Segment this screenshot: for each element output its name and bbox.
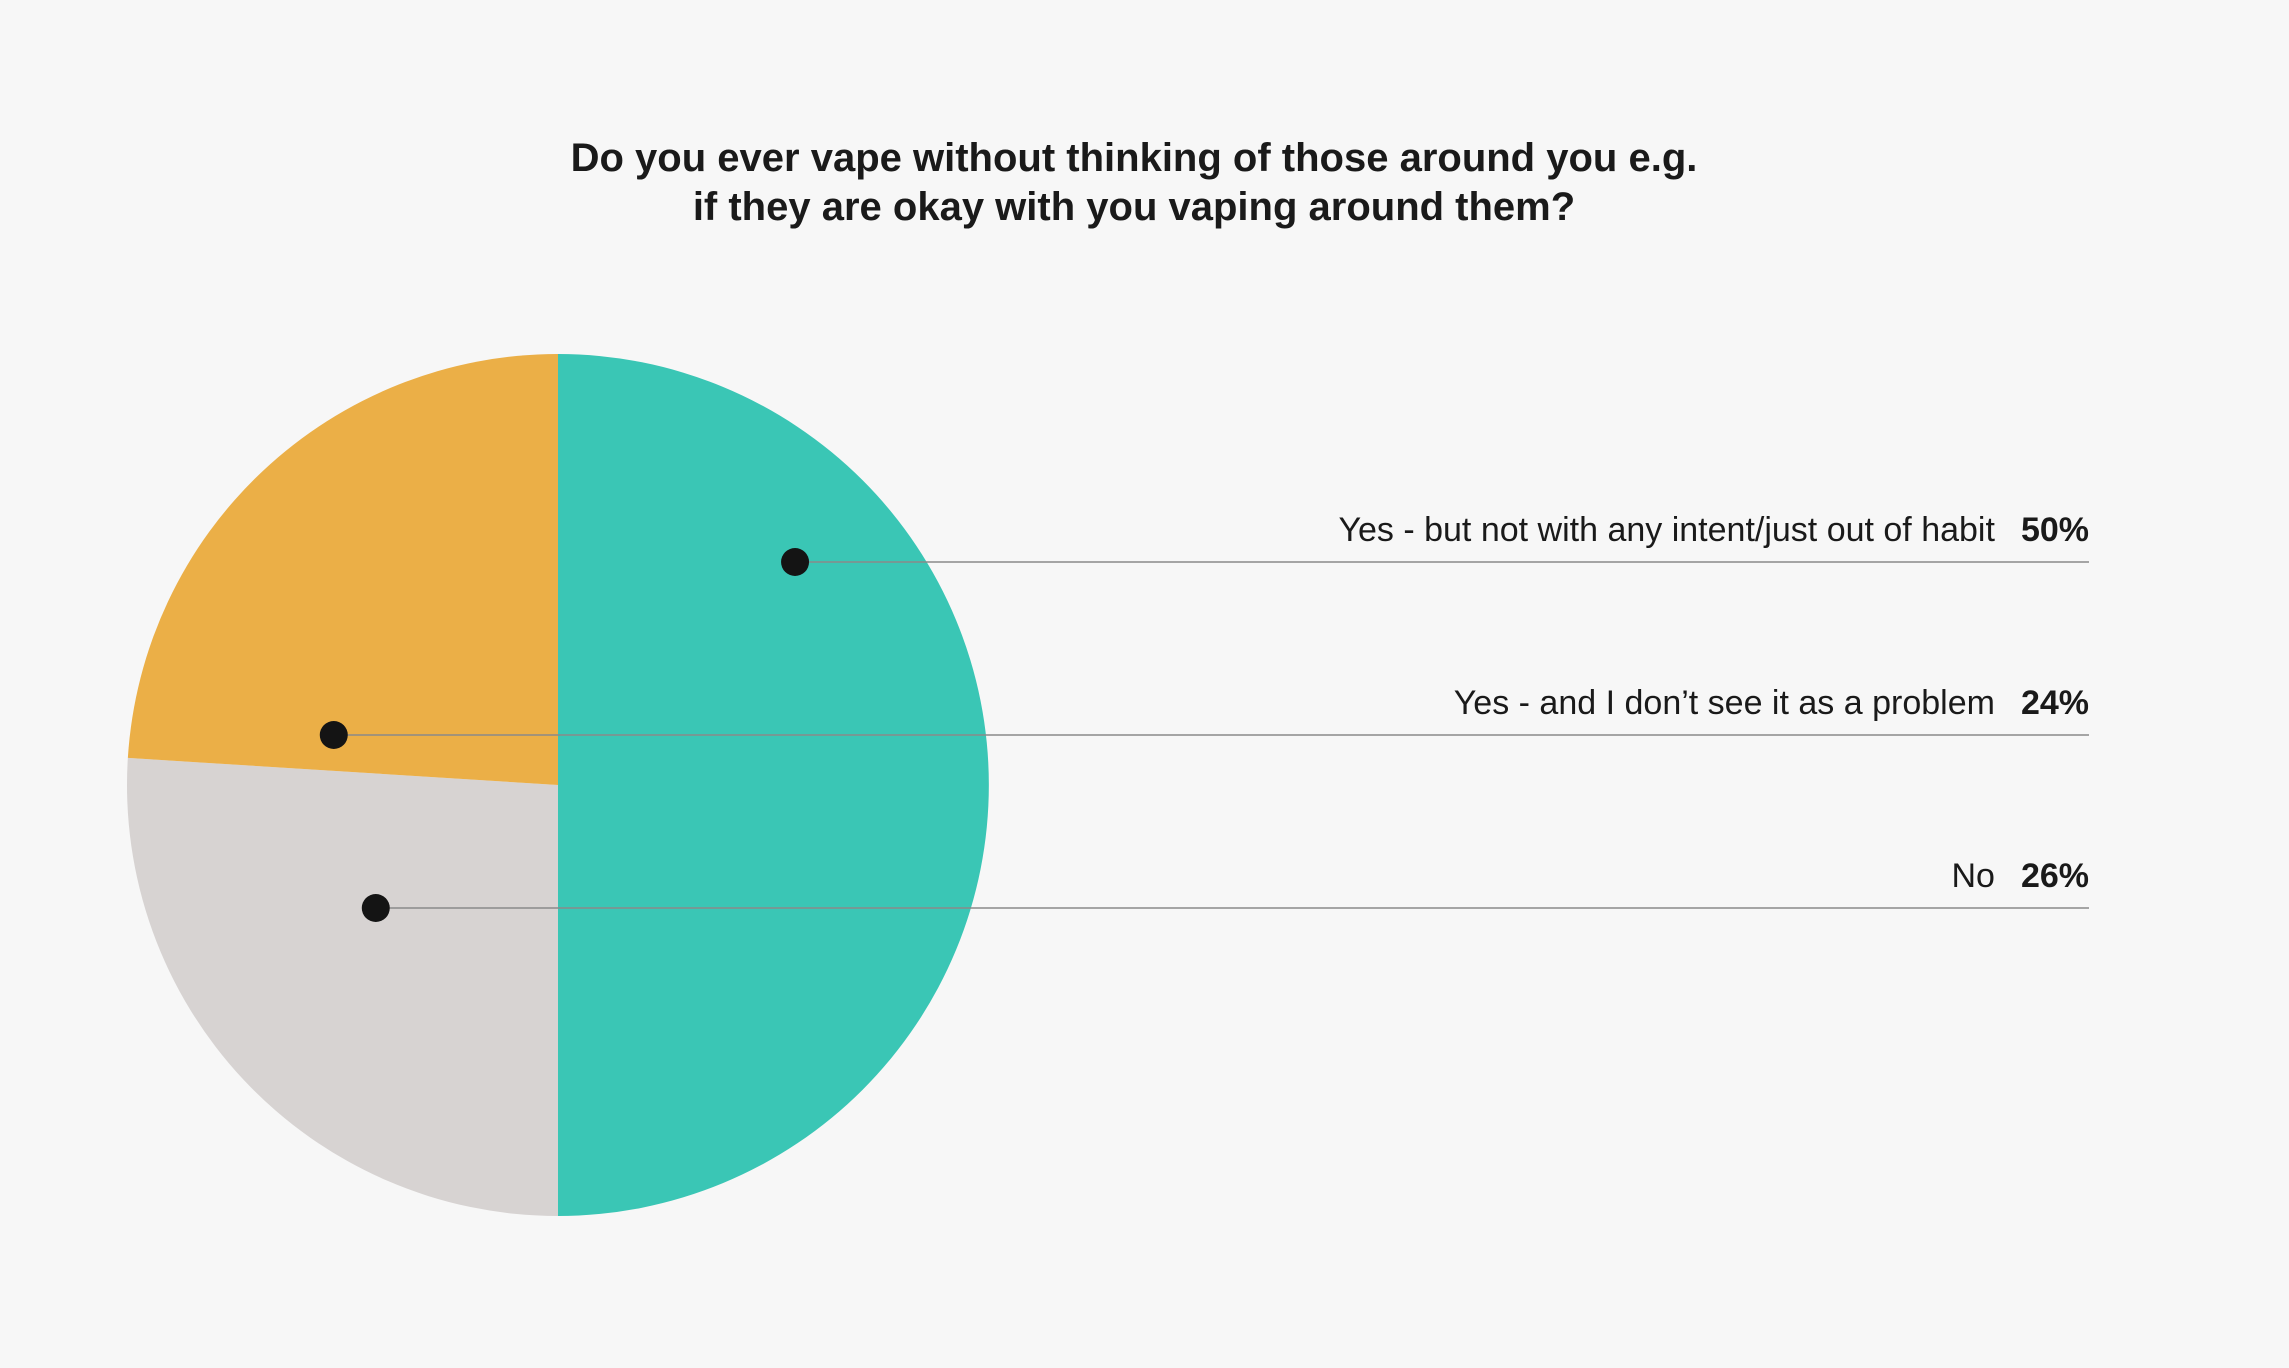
- leader-dot-1: [361, 894, 390, 922]
- legend-label-0: Yes - but not with any intent/just out o…: [1338, 511, 1995, 549]
- pie-slices: [126, 354, 989, 1216]
- legend-value-0: 50%: [2021, 511, 2089, 549]
- chart-title-line-2: if they are okay with you vaping around …: [693, 185, 1575, 229]
- legend-label-1: No: [1951, 857, 1994, 895]
- pie-slice-1: [126, 757, 558, 1216]
- leader-dot-2: [319, 721, 348, 749]
- legend-value-1: 26%: [2021, 857, 2089, 895]
- pie-slice-2: [127, 354, 559, 785]
- leader-dot-0: [781, 548, 810, 576]
- legend-leaders: 50% Yes - but not with any intent/just ou…: [319, 511, 2089, 922]
- legend-label-2: Yes - and I don’t see it as a problem: [1454, 684, 1995, 722]
- pie-slice-0: [558, 354, 989, 1216]
- chart-title-line-1: Do you ever vape without thinking of tho…: [571, 136, 1698, 180]
- legend-value-2: 24%: [2021, 684, 2089, 722]
